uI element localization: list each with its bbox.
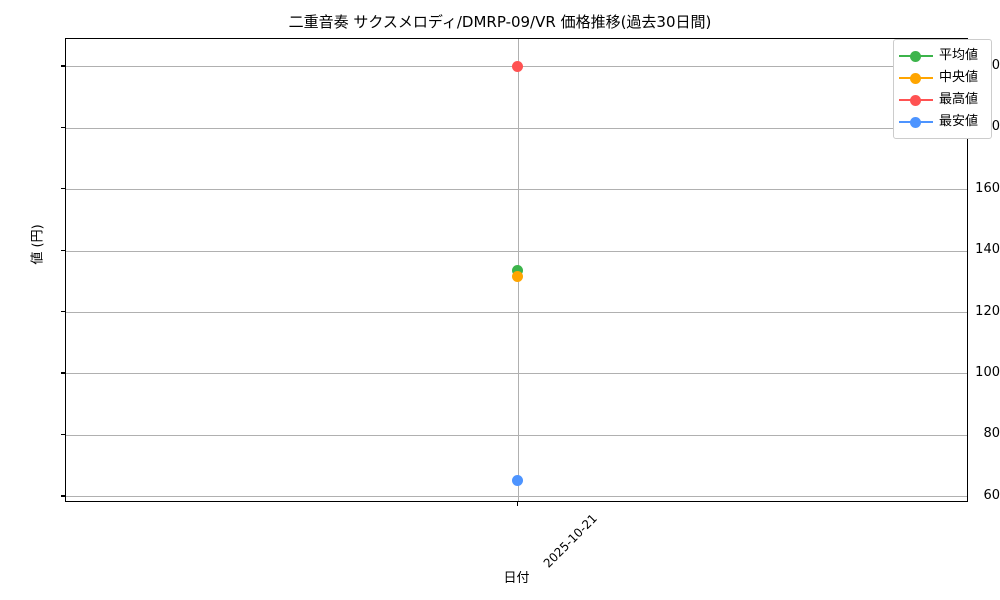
chart-title: 二重音奏 サクスメロディ/DMRP-09/VR 価格推移(過去30日間) (288, 13, 712, 31)
gridline-horizontal (66, 496, 967, 498)
x-tick-mark (516, 502, 518, 506)
y-tick-label: 60 (983, 487, 1000, 503)
legend-item-3[interactable]: 最高値 (899, 89, 985, 111)
y-tick-label: 140 (975, 242, 1000, 258)
y-tick-mark (61, 311, 65, 313)
y-tick-label: 100 (975, 364, 1000, 380)
gridline-horizontal (66, 189, 967, 191)
y-tick-mark (61, 65, 65, 67)
y-tick-mark (61, 249, 65, 251)
data-point[interactable] (512, 265, 523, 277)
y-tick-label: 80 (983, 426, 1000, 442)
legend-dot-icon (910, 73, 921, 84)
x-axis-label: 日付 (503, 571, 530, 586)
gridline-horizontal (66, 434, 967, 436)
plot-area (65, 38, 968, 502)
y-tick-mark (61, 188, 65, 190)
gridline-horizontal (66, 312, 967, 313)
gridline-horizontal (66, 127, 967, 129)
gridline-horizontal (66, 250, 967, 252)
legend-item-2[interactable]: 中央値 (899, 67, 985, 89)
legend-item-1[interactable]: 平均値 (899, 45, 985, 67)
data-point[interactable] (512, 475, 523, 487)
chart-legend[interactable]: 平均値中央値最高値最安値 (893, 39, 992, 139)
legend-dot-icon (910, 95, 921, 106)
x-tick-label: 2025-10-21 (540, 511, 600, 571)
legend-label: 最高値 (939, 92, 979, 107)
y-tick-mark (61, 372, 65, 374)
y-tick-label: 160 (975, 180, 1000, 196)
legend-marker-icon (899, 116, 933, 128)
data-point[interactable] (512, 60, 523, 72)
data-points-layer (66, 39, 967, 501)
legend-dot-icon (910, 51, 921, 62)
y-tick-label: 120 (975, 303, 1000, 319)
y-tick-mark (61, 433, 65, 436)
legend-marker-icon (899, 50, 933, 62)
data-point[interactable] (512, 271, 523, 283)
legend-dot-icon (910, 117, 921, 128)
legend-label: 平均値 (939, 48, 979, 63)
y-tick-mark (61, 495, 65, 497)
y-axis-label: 値 (円) (30, 224, 46, 265)
legend-label: 最安値 (939, 114, 979, 129)
y-tick-mark (61, 126, 65, 129)
legend-label: 中央値 (939, 70, 979, 85)
gridline-horizontal (66, 373, 967, 375)
legend-item-4[interactable]: 最安値 (899, 111, 985, 133)
legend-marker-icon (899, 94, 933, 106)
legend-marker-icon (899, 72, 933, 84)
